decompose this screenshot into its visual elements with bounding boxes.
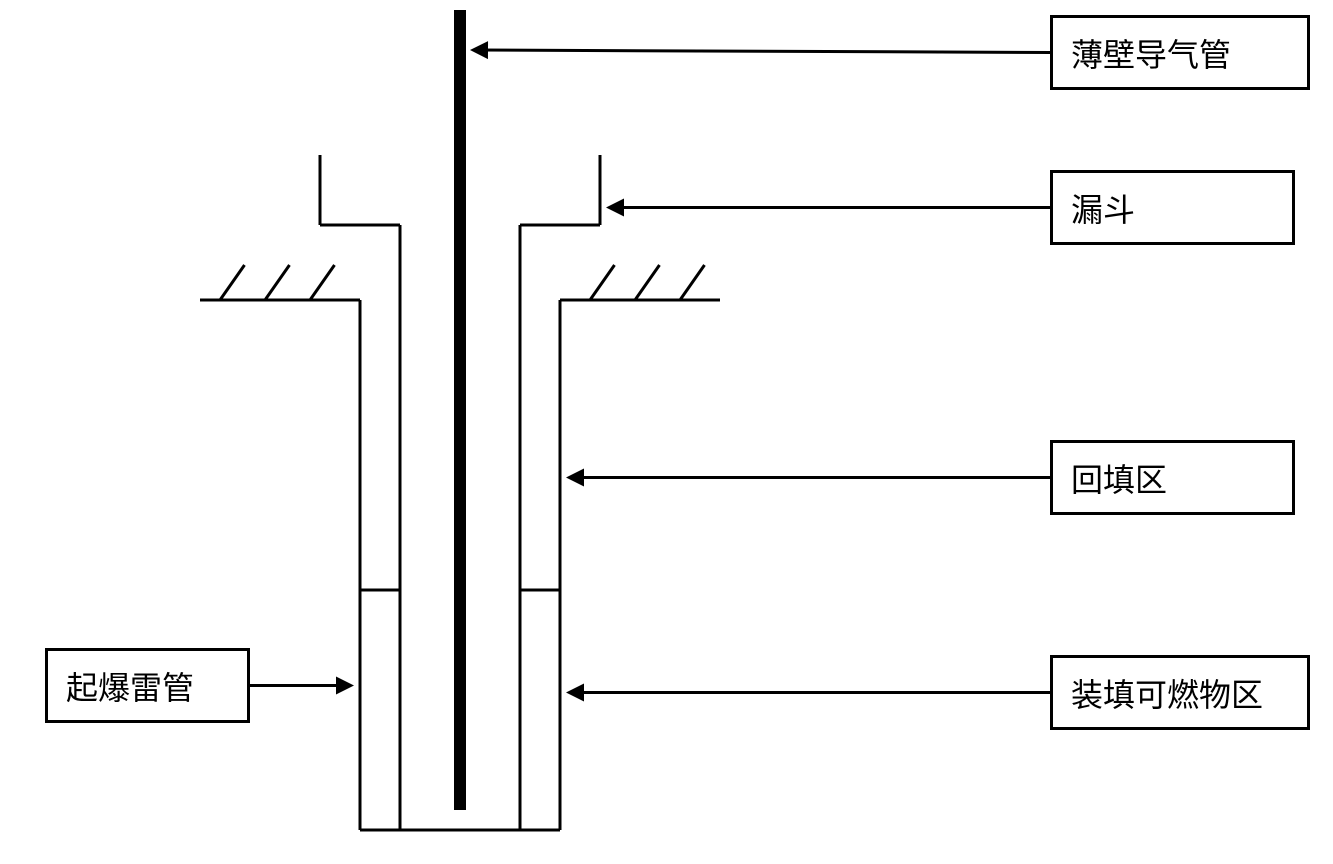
label-text-backfill: 回填区 [1071, 455, 1167, 501]
label-text-detonator: 起爆雷管 [66, 663, 194, 709]
label-text-gas-pipe: 薄壁导气管 [1071, 30, 1231, 76]
label-text-funnel: 漏斗 [1071, 185, 1135, 231]
label-gas-pipe: 薄壁导气管 [1050, 15, 1310, 90]
label-funnel: 漏斗 [1050, 170, 1295, 245]
label-backfill: 回填区 [1050, 440, 1295, 515]
diagram-container: 薄壁导气管 漏斗 回填区 装填可燃物区 起爆雷管 [0, 0, 1333, 864]
label-combustible: 装填可燃物区 [1050, 655, 1310, 730]
label-detonator: 起爆雷管 [45, 648, 250, 723]
label-text-combustible: 装填可燃物区 [1071, 670, 1263, 716]
diagram-svg [0, 0, 1333, 864]
